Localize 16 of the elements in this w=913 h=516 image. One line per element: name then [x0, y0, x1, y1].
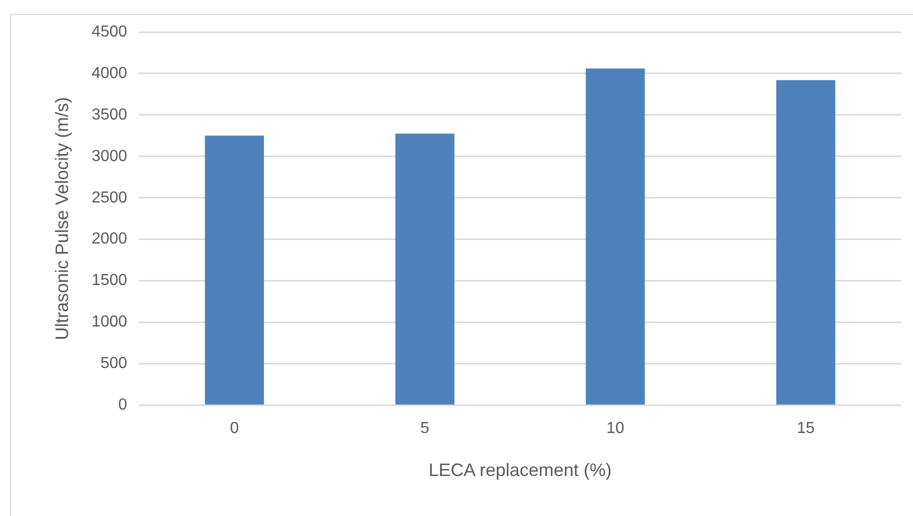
y-tick-label: 500	[100, 355, 128, 372]
y-tick-label: 3500	[92, 106, 128, 124]
y-tick-label: 4500	[92, 23, 128, 40]
y-tick-label: 1000	[92, 314, 128, 331]
x-tick-label: 0	[230, 420, 239, 438]
y-tick-label: 3000	[92, 148, 128, 165]
x-tick-label: 5	[420, 420, 430, 438]
y-tick-label: 0	[118, 396, 128, 414]
y-axis-title: Ultrasonic Pulse Velocity (m/s)	[52, 97, 72, 340]
x-tick-label: 15	[796, 420, 815, 438]
y-tick-label: 1500	[92, 272, 128, 290]
y-tick-label: 2000	[92, 230, 128, 248]
x-axis-title: LECA replacement (%)	[428, 460, 612, 480]
y-tick-label: 2500	[92, 189, 128, 206]
x-tick-label: 10	[606, 420, 624, 438]
y-tick-label: 4000	[92, 64, 128, 82]
